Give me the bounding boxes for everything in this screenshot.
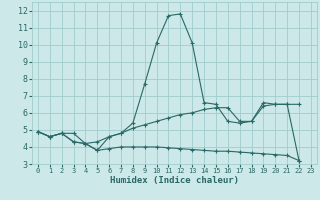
X-axis label: Humidex (Indice chaleur): Humidex (Indice chaleur): [110, 176, 239, 185]
